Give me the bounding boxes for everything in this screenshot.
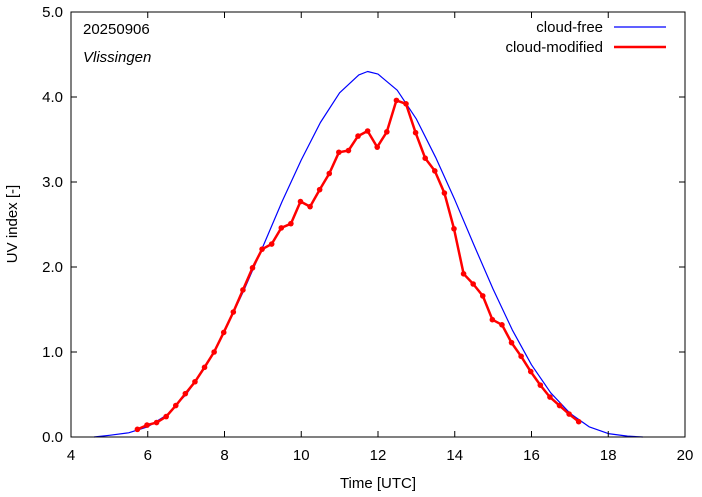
data-point-cloud-modified (278, 225, 285, 231)
x-tick-label: 14 (446, 447, 463, 464)
data-point-cloud-modified (422, 155, 429, 161)
data-point-cloud-modified (240, 287, 246, 293)
x-tick-label: 8 (220, 447, 228, 464)
data-point-cloud-modified (326, 170, 333, 177)
data-point-cloud-modified (249, 265, 256, 271)
data-point-cloud-modified (259, 246, 265, 252)
plot-frame (70, 11, 686, 438)
data-point-cloud-modified (268, 241, 275, 247)
data-point-cloud-modified (192, 378, 198, 385)
data-point-cloud-modified (393, 97, 400, 104)
x-axis-ticks: 4 6 8 10 12 14 16 18 20 (67, 12, 694, 464)
data-point-cloud-modified (508, 339, 515, 346)
data-point-cloud-modified (499, 322, 505, 328)
x-axis-label: Time [UTC] (340, 475, 416, 492)
data-point-cloud-modified (547, 394, 553, 400)
data-point-cloud-modified (384, 129, 390, 135)
data-point-cloud-modified (307, 203, 313, 210)
legend-label-cloud-modified: cloud-modified (505, 39, 603, 56)
data-point-cloud-modified (441, 190, 448, 196)
data-point-cloud-modified (479, 293, 486, 299)
x-tick-label: 18 (600, 447, 617, 464)
data-point-cloud-modified (403, 101, 409, 107)
plot-area (93, 70, 643, 438)
y-axis-ticks: 0.0 1.0 2.0 3.0 4.0 5.0 (42, 4, 685, 446)
legend-label-cloud-free: cloud-free (536, 19, 603, 36)
data-point-cloud-modified (153, 419, 160, 426)
data-point-cloud-modified (566, 411, 572, 417)
y-tick-label: 5.0 (42, 4, 63, 21)
data-point-cloud-modified (470, 281, 476, 287)
y-tick-label: 0.0 (42, 429, 63, 446)
x-tick-label: 20 (677, 447, 694, 464)
x-tick-label: 6 (144, 447, 152, 464)
x-tick-label: 10 (293, 447, 310, 464)
series-line-cloud-modified (136, 99, 580, 431)
y-tick-label: 2.0 (42, 259, 63, 276)
data-point-cloud-modified (336, 149, 342, 156)
data-point-cloud-modified (144, 422, 150, 428)
series-line-cloud-free (93, 70, 643, 438)
x-tick-label: 16 (523, 447, 540, 464)
data-point-cloud-modified (134, 426, 141, 433)
data-point-cloud-modified (518, 353, 524, 360)
data-point-cloud-modified (297, 198, 304, 205)
data-point-cloud-modified (374, 144, 381, 150)
data-point-cloud-modified (537, 382, 544, 388)
data-point-cloud-modified (575, 418, 582, 425)
y-tick-label: 4.0 (42, 89, 63, 106)
data-point-cloud-modified (412, 129, 419, 136)
data-point-cloud-modified (527, 368, 534, 375)
data-point-cloud-modified (460, 271, 467, 277)
data-point-cloud-modified (163, 413, 169, 420)
data-point-cloud-modified (316, 186, 323, 193)
date-label: 20250906 (83, 21, 150, 38)
data-point-cloud-modified (182, 390, 189, 397)
y-tick-label: 3.0 (42, 174, 63, 191)
data-point-cloud-modified (220, 329, 227, 336)
location-label: Vlissingen (83, 49, 151, 66)
data-point-cloud-modified (451, 225, 457, 232)
data-point-cloud-modified (355, 133, 361, 139)
x-tick-label: 4 (67, 447, 75, 464)
data-point-cloud-modified (431, 168, 438, 174)
legend: cloud-free cloud-modified (505, 19, 666, 56)
data-point-cloud-modified (288, 220, 294, 227)
data-point-cloud-modified (345, 147, 352, 154)
data-point-cloud-modified (489, 316, 496, 323)
data-point-cloud-modified (201, 364, 208, 371)
data-point-cloud-modified (172, 402, 179, 409)
data-point-cloud-modified (230, 309, 237, 315)
data-point-cloud-modified (364, 128, 371, 134)
data-point-cloud-modified (211, 349, 217, 355)
y-axis-label: UV index [-] (4, 185, 21, 263)
y-tick-label: 1.0 (42, 344, 63, 361)
x-tick-label: 12 (370, 447, 387, 464)
data-point-cloud-modified (556, 402, 563, 409)
